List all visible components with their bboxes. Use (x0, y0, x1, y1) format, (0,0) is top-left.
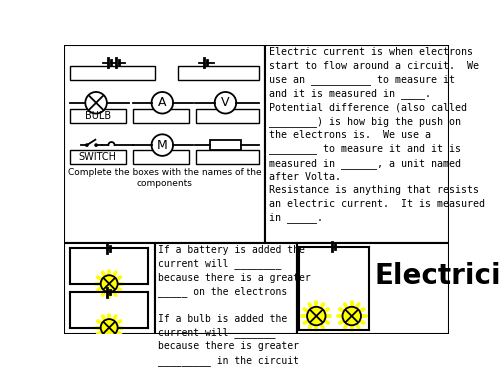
Circle shape (100, 319, 117, 336)
Circle shape (152, 92, 173, 114)
Circle shape (86, 92, 107, 114)
Bar (133, 150, 190, 164)
Bar (297, 243, 449, 334)
Bar (210, 141, 241, 150)
Circle shape (307, 307, 326, 325)
Bar (70, 150, 126, 164)
Bar (64, 243, 154, 334)
Text: M: M (157, 139, 168, 152)
Bar (70, 109, 126, 123)
Text: SWITCH: SWITCH (78, 152, 116, 162)
Circle shape (152, 134, 173, 156)
Text: BULB: BULB (84, 111, 110, 121)
Bar (133, 109, 190, 123)
Bar (70, 66, 154, 80)
Text: If a battery is added the
current will ________
because there is a greater
_____: If a battery is added the current will _… (158, 245, 310, 366)
Bar (64, 45, 266, 243)
Bar (196, 109, 260, 123)
Circle shape (342, 307, 361, 325)
Circle shape (95, 144, 97, 146)
Bar (266, 45, 449, 243)
Text: A: A (158, 96, 166, 109)
Text: Electricity: Electricity (374, 262, 500, 290)
Text: Complete the boxes with the names of the
components: Complete the boxes with the names of the… (68, 168, 262, 188)
Bar (154, 243, 297, 334)
Circle shape (100, 275, 117, 292)
Circle shape (86, 144, 88, 146)
Bar (196, 150, 260, 164)
Circle shape (214, 92, 236, 114)
Bar (178, 66, 258, 80)
Text: V: V (221, 96, 230, 109)
Text: Electric current is when electrons
start to flow around a circuit.  We
use an __: Electric current is when electrons start… (270, 47, 486, 223)
